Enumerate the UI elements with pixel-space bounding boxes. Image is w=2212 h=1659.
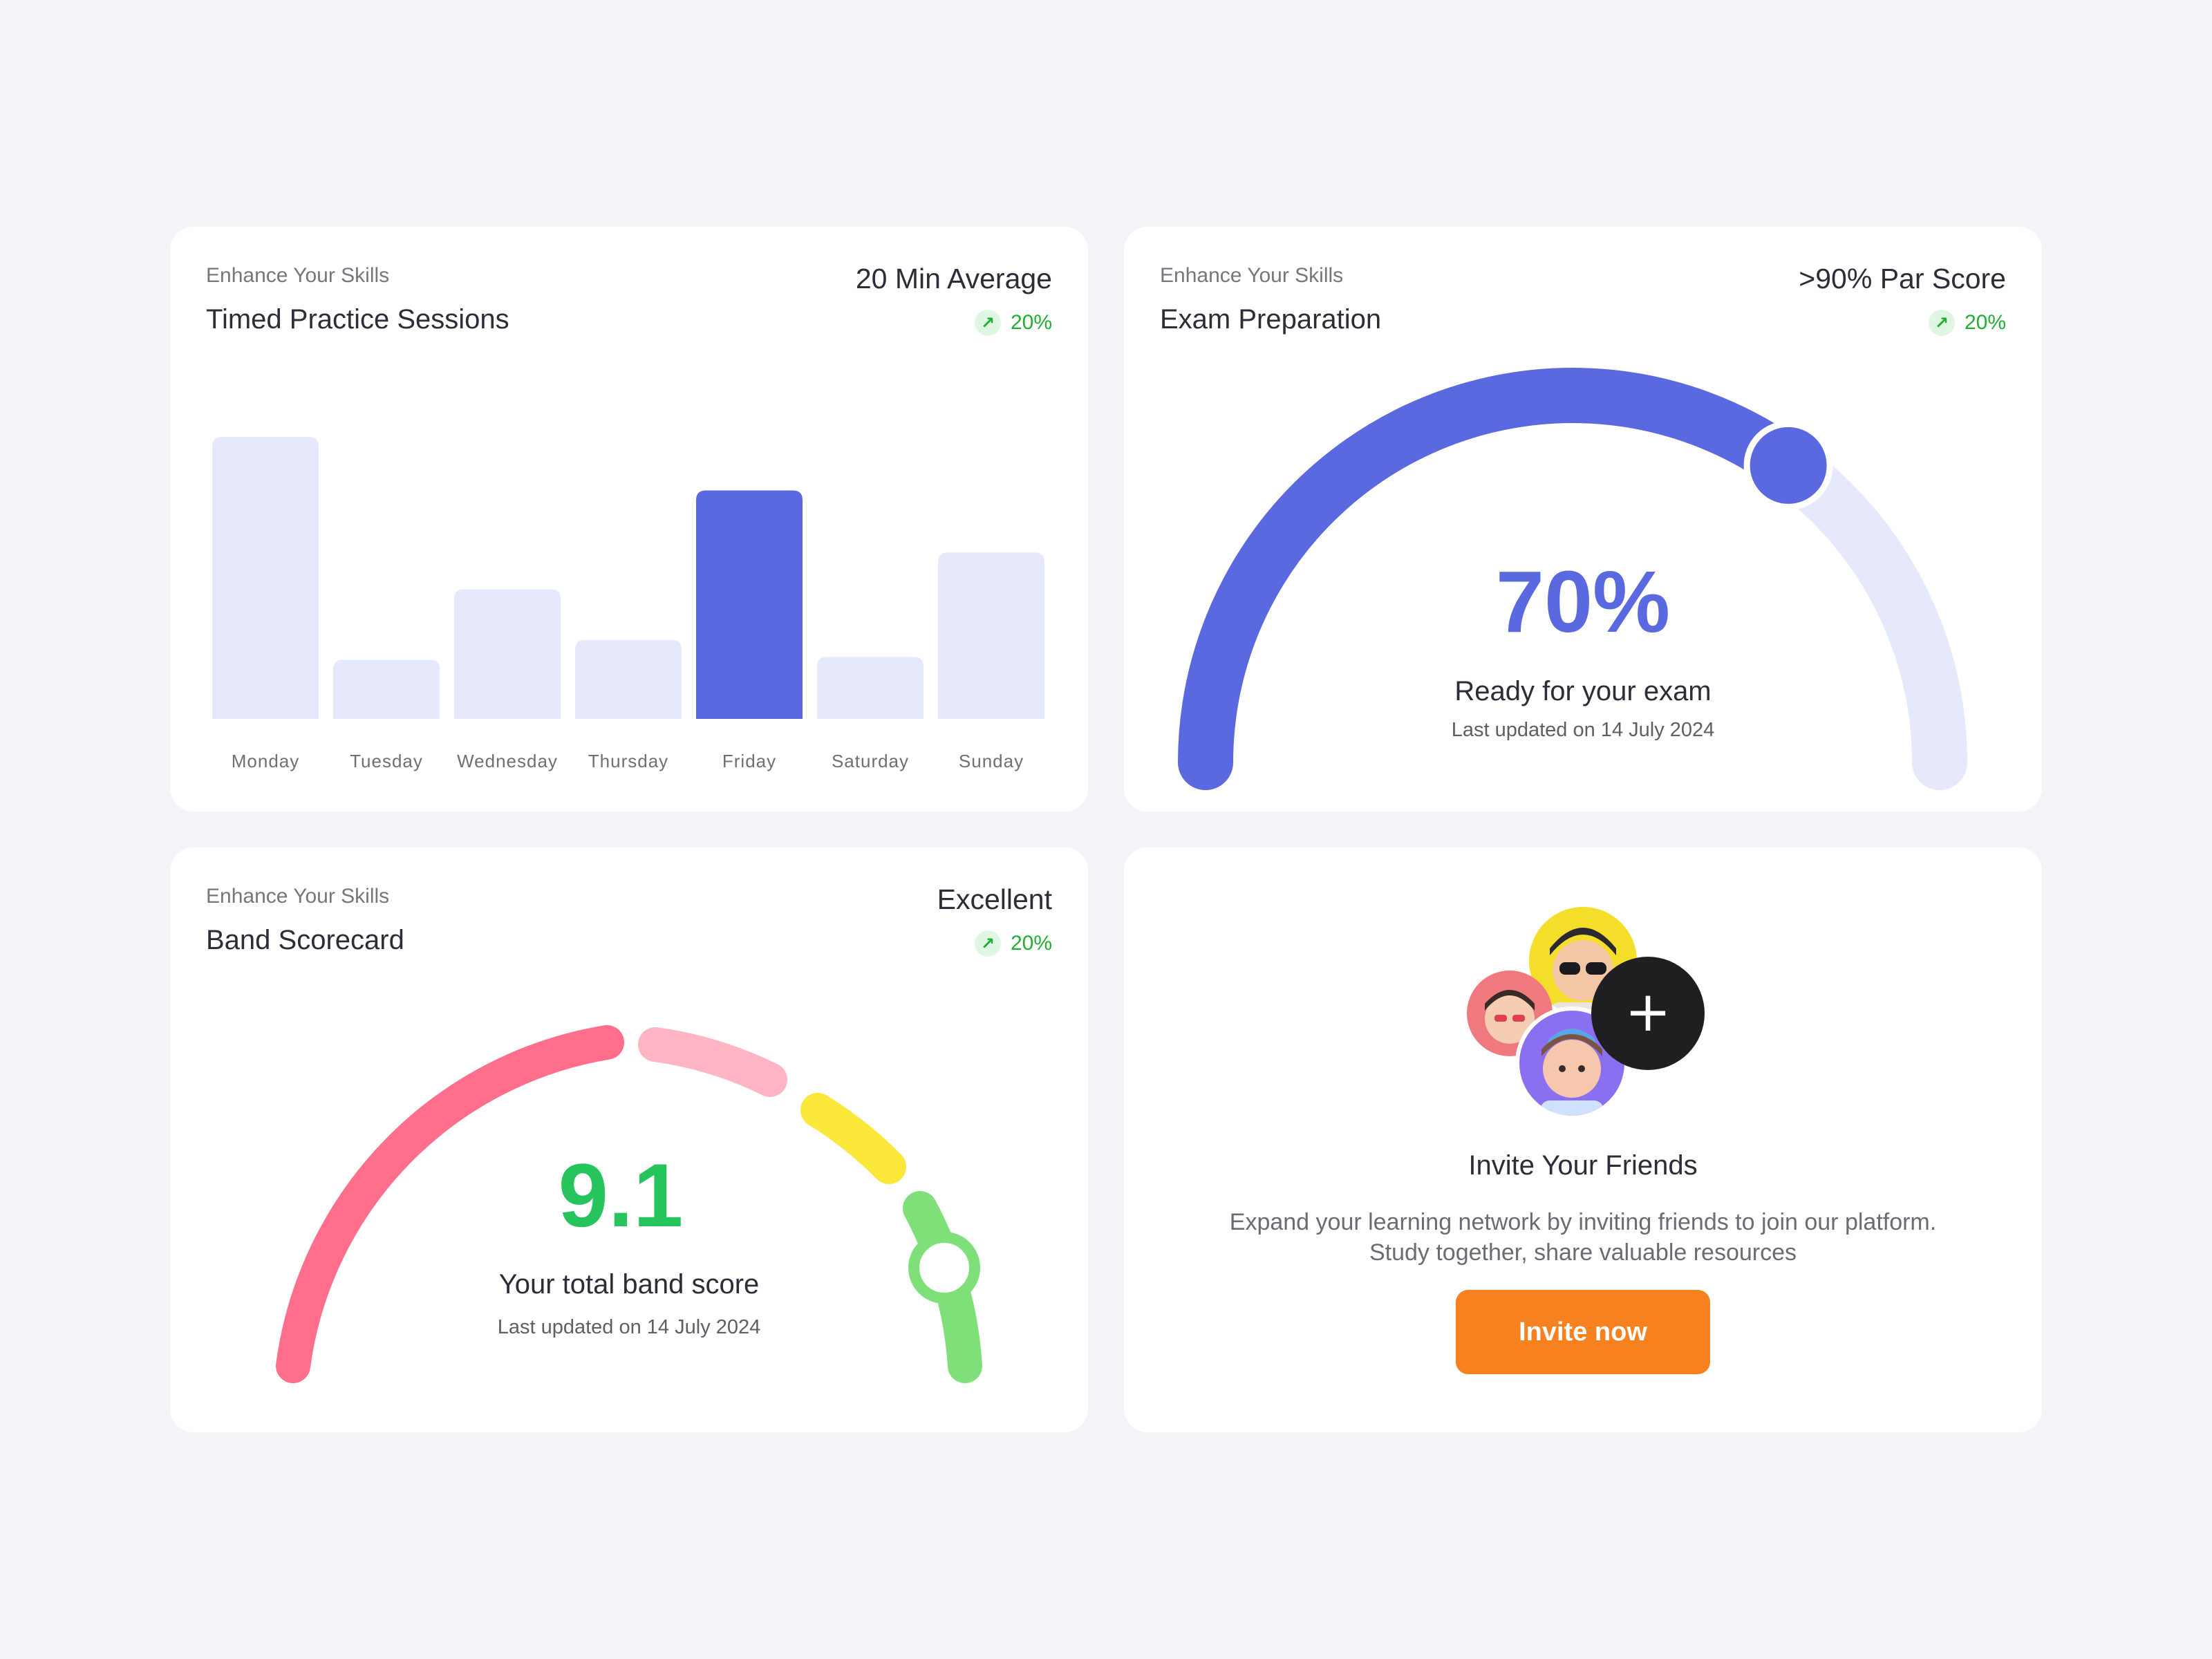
bar-label: Sunday bbox=[959, 751, 1024, 771]
arrow-up-right-icon: ↗ bbox=[974, 930, 1001, 957]
bar-label: Friday bbox=[722, 751, 776, 771]
invite-description-line: Study together, share valuable resources bbox=[1369, 1239, 1797, 1266]
exam-card: Enhance Your Skills Exam Preparation >90… bbox=[1124, 227, 2042, 812]
bar-label: Saturday bbox=[832, 751, 909, 771]
invite-description-line: Expand your learning network by inviting… bbox=[1229, 1209, 1937, 1235]
card-title: Exam Preparation bbox=[1160, 304, 1382, 335]
last-updated-text: Last updated on 14 July 2024 bbox=[497, 1316, 761, 1338]
bar-label: Thursday bbox=[588, 751, 668, 771]
card-title: Band Scorecard bbox=[206, 925, 404, 955]
add-friend-button[interactable]: + bbox=[1591, 957, 1705, 1070]
trend-value: 20% bbox=[1010, 311, 1052, 334]
bar-monday bbox=[212, 437, 319, 719]
arrow-up-right-icon: ↗ bbox=[974, 310, 1001, 336]
avatar-illustration bbox=[1540, 1029, 1604, 1116]
band-segment-red bbox=[276, 1025, 624, 1383]
last-updated-text: Last updated on 14 July 2024 bbox=[1451, 719, 1715, 741]
trend-value: 20% bbox=[1010, 932, 1052, 955]
band-card: Enhance Your Skills Band Scorecard Excel… bbox=[170, 847, 1088, 1432]
card-eyebrow: Enhance Your Skills bbox=[206, 885, 390, 908]
trend-indicator: ↗ 20% bbox=[1928, 310, 2006, 336]
bar-sunday bbox=[938, 552, 1044, 719]
trend-indicator: ↗ 20% bbox=[974, 310, 1052, 336]
bar-wednesday bbox=[454, 589, 561, 719]
bar-saturday bbox=[817, 657, 924, 719]
card-eyebrow: Enhance Your Skills bbox=[1160, 264, 1344, 287]
gauge-knob bbox=[1743, 420, 1833, 510]
bar-thursday bbox=[575, 639, 682, 719]
card-eyebrow: Enhance Your Skills bbox=[206, 264, 390, 287]
trend-value: 20% bbox=[1964, 311, 2006, 334]
bar-label: Monday bbox=[232, 751, 300, 771]
band-score-value: 9.1 bbox=[558, 1145, 684, 1246]
exam-score-value: 70% bbox=[1495, 553, 1671, 650]
trend-indicator: ↗ 20% bbox=[974, 930, 1052, 957]
exam-gauge bbox=[1178, 368, 1967, 790]
invite-description: Expand your learning network by inviting… bbox=[1152, 1207, 2014, 1268]
band-gauge bbox=[276, 1025, 982, 1383]
avatar bbox=[1467, 971, 1553, 1056]
invite-card: + Invite Your Friends Expand your learni… bbox=[1124, 847, 2042, 1432]
bar-friday bbox=[696, 490, 803, 719]
bar-tuesday bbox=[333, 659, 440, 719]
arrow-up-right-icon: ↗ bbox=[1928, 310, 1955, 336]
invite-title: Invite Your Friends bbox=[1468, 1150, 1698, 1181]
metric-value: >90% Par Score bbox=[1799, 263, 2006, 294]
plus-icon: + bbox=[1624, 980, 1671, 1044]
band-segment-yellow bbox=[800, 1093, 906, 1184]
avatar-illustration bbox=[1485, 990, 1535, 1044]
card-title: Timed Practice Sessions bbox=[206, 304, 509, 335]
band-caption: Your total band score bbox=[498, 1269, 760, 1300]
gauge-knob bbox=[908, 1232, 980, 1304]
bar-label: Wednesday bbox=[457, 751, 558, 771]
practice-card: Enhance Your Skills Timed Practice Sessi… bbox=[170, 227, 1088, 812]
band-segment-pink bbox=[638, 1027, 787, 1097]
gauge-fill bbox=[1178, 368, 1817, 790]
bar-label: Tuesday bbox=[350, 751, 423, 771]
metric-value: Excellent bbox=[937, 883, 1052, 915]
practice-bar-chart: Monday Tuesday Wednesday Thursday Friday Satu… bbox=[212, 437, 1044, 771]
invite-now-button[interactable]: Invite now bbox=[1456, 1290, 1710, 1374]
metric-value: 20 Min Average bbox=[855, 263, 1052, 294]
exam-caption: Ready for your exam bbox=[1454, 676, 1712, 706]
